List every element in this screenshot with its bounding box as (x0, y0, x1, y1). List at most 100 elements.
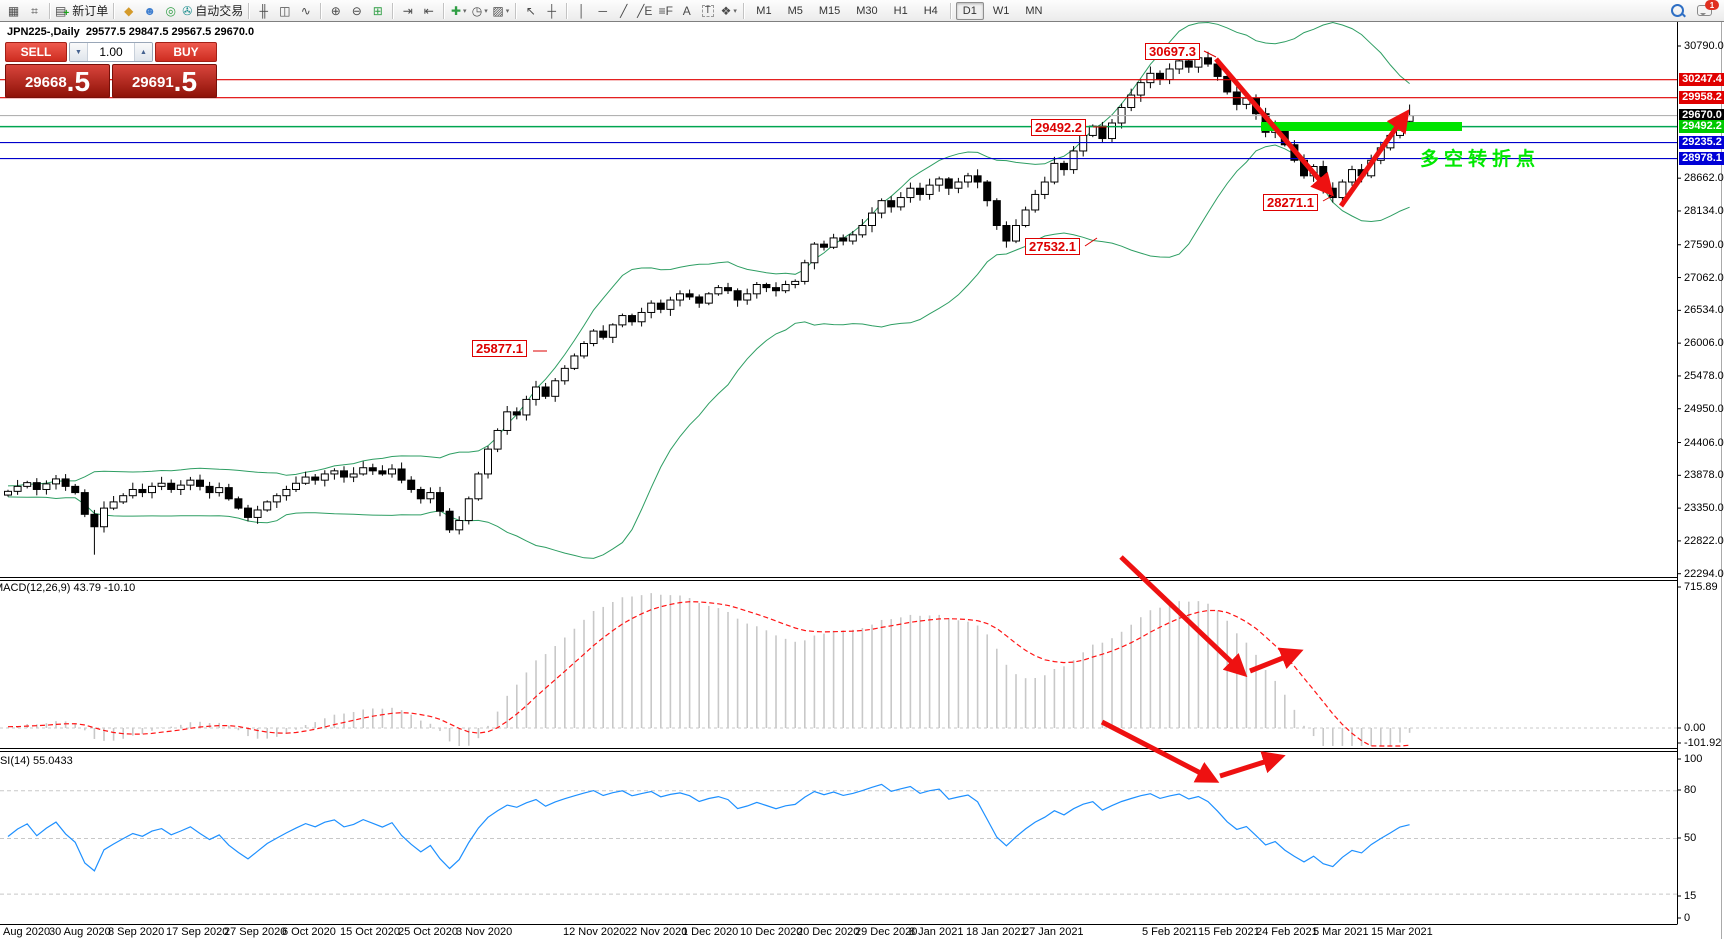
search-icon[interactable] (1667, 0, 1688, 21)
price-annotation-label[interactable]: 29492.2 (1031, 119, 1086, 136)
bar-chart-button[interactable]: ╫ (253, 0, 274, 21)
rsi-down-arrow[interactable] (1100, 719, 1220, 783)
vertical-line-button[interactable]: │ (571, 0, 592, 21)
date-axis-label: 1 Dec 2020 (682, 926, 739, 938)
history-center-button[interactable]: ◆ (118, 0, 139, 21)
search-icon-glass (1671, 4, 1684, 17)
crosshair-button[interactable]: ┼ (541, 0, 562, 21)
one-click-trading-panel: SELL ▼ ▲ BUY 29668.5 29691.5 (5, 42, 217, 98)
rsi-line (7, 783, 1410, 872)
cursor-button[interactable]: ↖ (520, 0, 541, 21)
chart-shift-icon: ⇤ (423, 3, 434, 18)
horizontal-line-icon: ─ (598, 3, 608, 18)
macd-pane (0, 593, 1677, 747)
text-button[interactable]: A (676, 0, 697, 21)
history-center-icon: ◆ (124, 3, 134, 18)
new-chart-icon: ⌗ (31, 3, 38, 18)
pane-borders (0, 22, 1722, 939)
sell-button[interactable]: SELL (5, 42, 67, 62)
timeframe-m1-button[interactable]: M1 (756, 4, 772, 17)
bollinger-bands (7, 22, 1410, 559)
new-chart-button[interactable]: ⌗ (24, 0, 45, 21)
price-annotation-label[interactable]: 28271.1 (1263, 194, 1318, 211)
volume-input[interactable] (88, 43, 134, 61)
timeframe-m15-button[interactable]: M15 (818, 4, 841, 17)
buy-button[interactable]: BUY (155, 42, 217, 62)
trendline-button[interactable]: ╱ (613, 0, 634, 21)
volume-decrease-button[interactable]: ▼ (70, 43, 88, 61)
chart-window-icon: ▦ (7, 3, 20, 18)
toolbar-items: ▦ ⌗ ▤ + 新订单 ◆ ☻ ◎ ✇ 自动交易 ╫ ◫ ∿ ⊕ ⊖ ⊞ ⇥ ⇤ ✚ ▾ ◷ ▾ ▨ ▾ ↖ ┼ │ ─ ╱ ╱E ≡F A T… (3, 0, 1667, 22)
auto-scroll-icon: ⇥ (402, 3, 413, 18)
date-axis-label: 5 Mar 2021 (1313, 926, 1369, 938)
horizontal-line-button[interactable]: ─ (592, 0, 613, 21)
date-axis-label: Aug 2020 (3, 926, 51, 938)
text-icon: A (682, 3, 691, 18)
price-annotation-label[interactable]: 27532.1 (1025, 238, 1080, 255)
periods-button[interactable]: ◷ ▾ (469, 0, 490, 21)
price-level-badge: 30247.4 (1679, 73, 1724, 87)
chevron-down-icon: ▾ (733, 7, 737, 15)
green-zone-rectangle[interactable] (1261, 122, 1462, 131)
timeframe-mn-button[interactable]: MN (1025, 4, 1043, 17)
community-button[interactable]: ☻ (139, 0, 160, 21)
toolbar-separator (320, 2, 322, 19)
bar-chart-icon: ╫ (259, 3, 269, 18)
timeframe-m30-button[interactable]: M30 (856, 4, 878, 17)
auto-trading-icon: ✇ (182, 3, 193, 18)
date-axis-label: 5 Feb 2021 (1142, 926, 1198, 938)
annotation-arrows[interactable] (533, 50, 1410, 783)
templates-button[interactable]: ▨ ▾ (490, 0, 511, 21)
date-axis-label: 15 Feb 2021 (1198, 926, 1260, 938)
toolbar-separator (443, 2, 445, 19)
chart-shift-button[interactable]: ⇤ (418, 0, 439, 21)
rsi-up-arrow[interactable] (1219, 751, 1286, 779)
sell-price-button[interactable]: 29668.5 (5, 64, 110, 98)
support-resistance-lines[interactable] (0, 79, 1677, 160)
equidistant-channel-icon: ╱E (637, 3, 653, 18)
volume-increase-button[interactable]: ▲ (134, 43, 152, 61)
price-up-arrow[interactable] (1338, 109, 1410, 208)
buy-price-button[interactable]: 29691.5 (112, 64, 217, 98)
price-annotation-label[interactable]: 30697.3 (1145, 43, 1200, 60)
text-label-button[interactable]: T (697, 0, 718, 21)
auto-trading-button[interactable]: ✇ 自动交易 (181, 0, 244, 21)
turning-point-label: 多空转折点 (1420, 149, 1541, 170)
indicators-button[interactable]: ✚ ▾ (448, 0, 469, 21)
toolbar-separator (248, 2, 250, 19)
price-annotation-label[interactable]: 25877.1 (472, 340, 527, 357)
date-axis-label: 29 Dec 2020 (855, 926, 918, 938)
chat-icon[interactable]: 1 (1694, 0, 1719, 21)
macd-down-arrow[interactable] (1119, 555, 1248, 678)
macd-histogram (7, 593, 1411, 746)
chart-window-button[interactable]: ▦ (3, 0, 24, 21)
timeframe-d1-button[interactable]: D1 (955, 1, 984, 20)
new-order-button[interactable]: ▤ + 新订单 (54, 0, 109, 21)
fibonacci-button[interactable]: ≡F (655, 0, 676, 21)
timeframe-h1-button[interactable]: H1 (893, 4, 908, 17)
candlestick-chart-button[interactable]: ◫ (274, 0, 295, 21)
tile-windows-button[interactable]: ⊞ (367, 0, 388, 21)
date-axis-label: 8 Jan 2021 (909, 926, 964, 938)
auto-scroll-button[interactable]: ⇥ (397, 0, 418, 21)
macd-up-arrow[interactable] (1249, 647, 1304, 674)
price-axis-tick: 28662.0 (1684, 172, 1724, 185)
signals-button[interactable]: ◎ (160, 0, 181, 21)
line-chart-button[interactable]: ∿ (295, 0, 316, 21)
equidistant-channel-button[interactable]: ╱E (634, 0, 655, 21)
zoom-out-button[interactable]: ⊖ (346, 0, 367, 21)
timeframe-h4-button[interactable]: H4 (923, 4, 938, 17)
price-axis-tick: 22822.0 (1684, 534, 1724, 547)
timeframe-m5-button[interactable]: M5 (787, 4, 803, 17)
indicators-icon: ✚ (450, 3, 462, 18)
fibonacci-icon: ≡F (658, 3, 673, 18)
timeframe-w1-button[interactable]: W1 (992, 4, 1010, 17)
arrows-button[interactable]: ❖ ▾ (718, 0, 739, 21)
chart-symbol-period: JPN225-,Daily (7, 26, 80, 38)
date-axis-label: 15 Oct 2020 (340, 926, 400, 938)
rsi-axis-tick: 80 (1684, 784, 1697, 796)
zoom-in-button[interactable]: ⊕ (325, 0, 346, 21)
price-down-arrow[interactable] (1214, 57, 1334, 197)
date-axis-label: 24 Feb 2021 (1256, 926, 1318, 938)
